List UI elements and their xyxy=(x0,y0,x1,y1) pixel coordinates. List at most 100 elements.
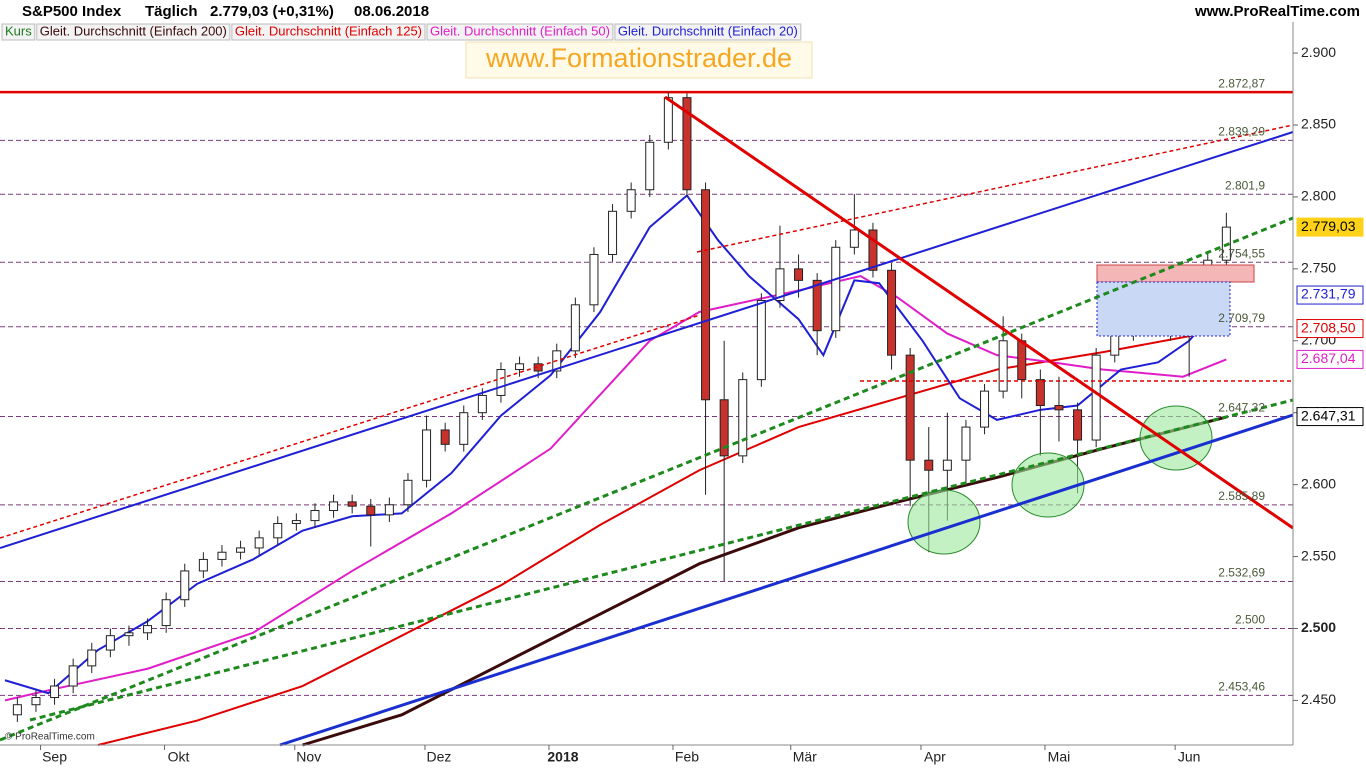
candle-body xyxy=(440,429,450,445)
legend-chip xyxy=(1,23,36,41)
candle-body xyxy=(496,369,506,396)
candle xyxy=(812,273,822,356)
candle xyxy=(124,625,134,646)
interval: Täglich xyxy=(145,3,198,20)
x-tick-label: 2018 xyxy=(547,749,578,765)
candle xyxy=(291,513,301,531)
legend-chip xyxy=(614,23,802,41)
y-tick-label: 2.750 xyxy=(1301,260,1336,276)
level-label: 2.647,32 xyxy=(1218,401,1265,415)
trend-line xyxy=(29,398,1294,722)
candle-body xyxy=(645,141,655,191)
level-label: 2.872,87 xyxy=(1218,76,1265,90)
level-label: 2.500 xyxy=(1235,613,1265,627)
price-label-box xyxy=(1296,285,1364,305)
candle xyxy=(459,405,469,452)
highlight-circle xyxy=(907,489,981,555)
price-label-box xyxy=(1296,319,1364,339)
candle-body xyxy=(87,649,97,667)
candle-body xyxy=(570,304,580,352)
candle xyxy=(515,356,525,377)
candle xyxy=(68,658,78,694)
candle xyxy=(775,225,785,308)
candle-body xyxy=(1054,405,1064,411)
candle xyxy=(31,690,41,712)
legend-chip xyxy=(36,23,231,41)
candle xyxy=(384,497,394,523)
candle xyxy=(849,194,859,255)
candle-body xyxy=(1017,340,1027,381)
candle xyxy=(626,182,636,219)
candle-body xyxy=(161,599,171,627)
candle-body xyxy=(794,268,804,281)
price-label: 2.731,79 xyxy=(1301,286,1356,302)
candle xyxy=(440,422,450,452)
candle xyxy=(217,545,227,567)
level-label: 2.453,46 xyxy=(1218,680,1265,694)
candle-body xyxy=(1035,379,1045,407)
candle xyxy=(701,182,711,495)
candle-body xyxy=(124,632,134,637)
candle-body xyxy=(887,269,897,356)
candle xyxy=(496,362,506,403)
candle xyxy=(645,135,655,197)
candle xyxy=(50,678,60,705)
candle xyxy=(961,419,971,485)
legend-entry: Gleit. Durchschnitt (Einfach 200) xyxy=(40,23,227,38)
candle-body xyxy=(217,551,227,560)
candle-body xyxy=(719,399,729,457)
level-label: 2.801,9 xyxy=(1225,178,1265,192)
candle xyxy=(403,473,413,512)
price-change: 2.779,03 (+0,31%) xyxy=(210,3,334,20)
candle-body xyxy=(12,704,22,716)
level-label: 2.585,89 xyxy=(1218,489,1265,503)
candle-body xyxy=(50,685,60,699)
trend-line xyxy=(0,216,1294,742)
candle xyxy=(254,530,264,556)
candle-body xyxy=(608,210,618,255)
y-tick-label: 2.850 xyxy=(1301,116,1336,132)
candle xyxy=(198,552,208,579)
candle-body xyxy=(68,665,78,687)
candle-body xyxy=(143,625,153,634)
candle xyxy=(347,494,357,514)
candle-body xyxy=(1073,409,1083,441)
candle-body xyxy=(589,253,599,306)
price-label-box xyxy=(1296,349,1364,369)
candle-body xyxy=(403,479,413,506)
legend-entry: Kurs xyxy=(5,23,32,38)
date: 08.06.2018 xyxy=(354,3,429,20)
level-label: 2.754,55 xyxy=(1218,246,1265,260)
candle xyxy=(756,293,766,387)
price-label: 2.647,31 xyxy=(1301,407,1356,423)
level-label: 2.532,69 xyxy=(1218,566,1265,580)
price-label: 2.708,50 xyxy=(1301,319,1356,335)
candle-body xyxy=(626,189,636,212)
level-label: 2.839,29 xyxy=(1218,125,1265,139)
candle xyxy=(719,340,729,582)
candle-body xyxy=(198,558,208,572)
candle-body xyxy=(942,459,952,471)
price-label-box xyxy=(1296,217,1364,237)
price-label-box xyxy=(1296,407,1364,427)
candle-body xyxy=(756,299,766,381)
x-tick-label: Mär xyxy=(793,749,817,765)
x-tick-label: Okt xyxy=(168,749,190,765)
candle xyxy=(980,383,990,435)
candle xyxy=(1035,369,1045,456)
trend-line xyxy=(0,131,1294,549)
candle-body xyxy=(998,340,1008,392)
candle-body xyxy=(310,510,320,522)
level-label: 2.709,79 xyxy=(1218,311,1265,325)
candle xyxy=(905,347,915,507)
x-tick-label: Apr xyxy=(924,749,946,765)
trend-line xyxy=(696,124,1294,253)
candle-body xyxy=(291,520,301,524)
legend-entry: Gleit. Durchschnitt (Einfach 50) xyxy=(430,23,610,38)
y-tick-label: 2.600 xyxy=(1301,475,1336,491)
candle-body xyxy=(868,229,878,271)
candle-body xyxy=(347,501,357,507)
candle xyxy=(570,297,580,359)
drawings xyxy=(0,95,1294,747)
